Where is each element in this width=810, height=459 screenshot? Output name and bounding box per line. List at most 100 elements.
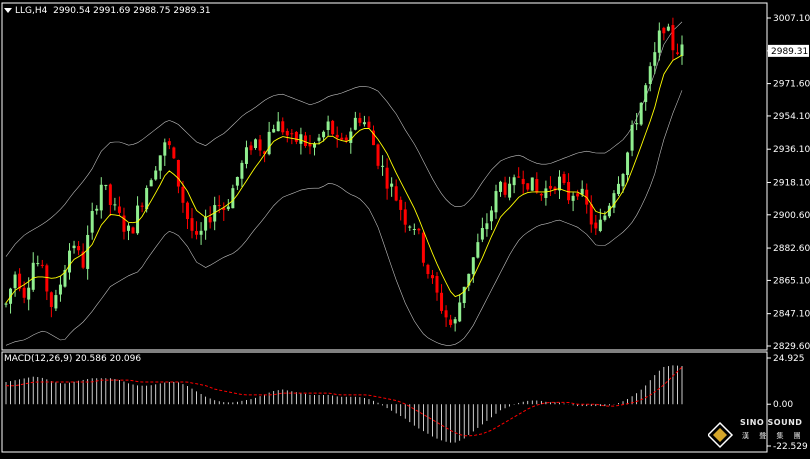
candle-body <box>476 242 480 258</box>
candle-body <box>362 122 366 125</box>
candle-body <box>653 52 657 66</box>
candle-body <box>176 160 180 187</box>
candle-body <box>290 133 294 135</box>
candle-body <box>440 292 444 311</box>
candle-body <box>340 137 344 140</box>
candle-body <box>335 134 339 138</box>
candle-body <box>530 177 534 191</box>
candle-body <box>244 147 248 164</box>
candle-body <box>548 185 552 189</box>
candle-body <box>508 183 512 198</box>
candle-body <box>521 178 525 185</box>
candle-body <box>467 273 471 286</box>
candle-body <box>145 187 149 210</box>
candle-body <box>18 273 22 289</box>
price-axis-label: 2936.10 <box>773 145 810 155</box>
candle-body <box>553 187 557 191</box>
candle-body <box>489 210 493 222</box>
candle-body <box>480 227 484 240</box>
candle-body <box>453 319 457 324</box>
candle-body <box>462 286 466 304</box>
candle-body <box>671 25 675 51</box>
candle-body <box>131 227 135 234</box>
price-axis-label: 2882.60 <box>773 244 810 254</box>
candle-body <box>172 147 176 159</box>
candle-body <box>313 143 317 148</box>
candle-body <box>154 170 158 180</box>
collapse-triangle-icon[interactable] <box>4 8 12 13</box>
moving-average-line <box>5 54 683 304</box>
candle-body <box>621 174 625 187</box>
macd-axis-label: -22.529 <box>773 442 808 452</box>
candle-body <box>648 66 652 85</box>
candle-body <box>517 176 521 178</box>
bollinger-lower-line <box>5 90 683 346</box>
candle-body <box>580 188 584 195</box>
candle-body <box>626 152 630 175</box>
logo-subtitle: 漢 聲 集 團 <box>742 432 805 440</box>
candle-body <box>494 191 498 213</box>
candle-body <box>204 216 208 231</box>
candle-body <box>539 193 543 196</box>
candle-body <box>140 205 144 207</box>
candle-body <box>589 204 593 225</box>
candle-body <box>394 186 398 201</box>
candle-body <box>86 234 90 269</box>
candle-body <box>163 142 167 156</box>
candle-body <box>349 131 353 143</box>
candle-body <box>117 206 121 213</box>
candle-body <box>390 183 394 187</box>
candle-body <box>657 30 661 53</box>
candle-body <box>344 137 348 141</box>
macd-axis-label: 0.00 <box>773 400 793 410</box>
price-axis-label: 2829.60 <box>773 342 810 352</box>
candle-body <box>77 246 81 251</box>
bollinger-upper-line <box>5 21 683 257</box>
candle-body <box>208 217 212 223</box>
price-pane-frame <box>1 2 768 351</box>
candle-body <box>322 131 326 138</box>
price-axis-label: 2918.10 <box>773 178 810 188</box>
candle-body <box>381 165 385 167</box>
candle-body <box>331 120 335 135</box>
candle-body <box>81 251 85 268</box>
candle-body <box>217 205 221 207</box>
candle-body <box>544 188 548 198</box>
candle-body <box>294 131 298 142</box>
candle-body <box>27 287 31 300</box>
candle-body <box>675 52 679 54</box>
candle-body <box>562 174 566 183</box>
candle-body <box>635 123 639 125</box>
candle-body <box>644 85 648 103</box>
price-axis-label: 2847.10 <box>773 310 810 320</box>
candle-body <box>63 269 67 287</box>
candle-body <box>417 228 421 231</box>
candle-body <box>36 263 40 265</box>
candle-body <box>158 155 162 171</box>
candle-body <box>49 292 53 307</box>
candle-body <box>281 121 285 133</box>
logo-name: SINO SOUND <box>740 418 803 427</box>
candle-body <box>31 262 35 290</box>
candle-body <box>503 182 507 195</box>
candle-body <box>598 219 602 231</box>
candle-body <box>412 229 416 231</box>
candle-body <box>353 117 357 130</box>
candle-body <box>149 180 153 187</box>
candle-body <box>231 188 235 209</box>
candle-body <box>399 199 403 210</box>
macd-signal-line <box>6 366 683 437</box>
candle-body <box>408 226 412 228</box>
candle-body <box>403 209 407 225</box>
symbol-label: LLG,H4 <box>15 6 48 16</box>
candle-body <box>99 184 103 211</box>
candle-body <box>299 134 303 144</box>
candle-body <box>680 44 684 56</box>
candle-body <box>13 274 17 289</box>
candle-body <box>594 222 598 229</box>
candle-body <box>603 215 607 220</box>
candle-body <box>45 265 49 292</box>
candle-body <box>285 130 289 136</box>
